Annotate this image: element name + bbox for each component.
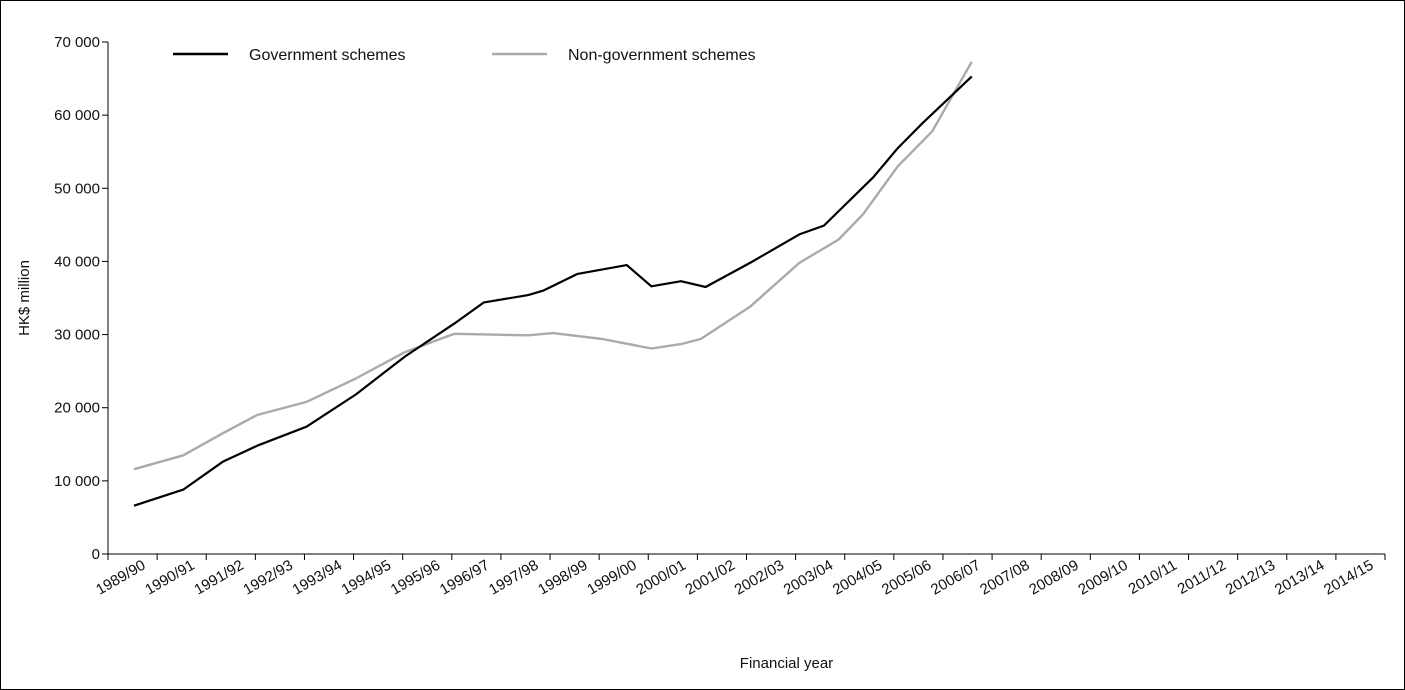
x-tick-label: 2012/13 xyxy=(1223,557,1278,599)
legend-label: Non-government schemes xyxy=(568,47,756,64)
y-axis: 0 10 000 20 000 30 000 40 000 50 000 60 000 70 … xyxy=(54,34,109,563)
y-tick-label: 60 000 xyxy=(54,107,100,124)
x-tick-label: 2003/04 xyxy=(781,557,836,599)
x-axis: 1989/901990/911991/921992/931993/941994/… xyxy=(93,553,1386,599)
y-axis-title: HK$ million xyxy=(16,260,33,336)
y-tick-label: 50 000 xyxy=(54,180,100,197)
series-line xyxy=(133,75,973,507)
y-tick-label: 40 000 xyxy=(54,253,100,270)
legend-label: Government schemes xyxy=(249,47,406,64)
x-tick-label: 2006/07 xyxy=(928,557,983,599)
series-line xyxy=(133,61,973,471)
x-axis-title: Financial year xyxy=(740,655,833,672)
x-tick-label: 2001/02 xyxy=(682,557,737,599)
x-tick-label: 2002/03 xyxy=(732,557,787,599)
x-tick-label: 1989/90 xyxy=(93,557,148,599)
x-tick-label: 1990/91 xyxy=(142,557,197,599)
y-tick-label: 70 000 xyxy=(54,34,100,51)
x-tick-label: 2007/08 xyxy=(977,557,1032,599)
x-tick-label: 1999/00 xyxy=(584,557,639,599)
x-tick-label: 1995/96 xyxy=(388,557,443,599)
x-tick-label: 2010/11 xyxy=(1125,557,1179,598)
x-tick-label: 2008/09 xyxy=(1026,557,1081,599)
x-tick-label: 1997/98 xyxy=(486,557,541,599)
x-tick-label: 1996/97 xyxy=(437,557,492,599)
y-tick-label: 20 000 xyxy=(54,400,100,417)
x-tick-label: 1992/93 xyxy=(240,557,295,599)
x-tick-label: 1991/92 xyxy=(191,557,246,599)
legend: Government schemes Non-government schemes xyxy=(173,47,756,64)
y-tick-label: 30 000 xyxy=(54,327,100,344)
x-tick-label: 1993/94 xyxy=(290,557,345,599)
x-tick-label: 1994/95 xyxy=(339,557,394,599)
x-tick-label: 1998/99 xyxy=(535,557,590,599)
series-layer xyxy=(133,61,973,507)
x-tick-label: 2011/12 xyxy=(1175,557,1229,598)
x-tick-label: 2014/15 xyxy=(1321,557,1376,599)
y-tick-label: 10 000 xyxy=(54,473,100,490)
x-tick-label: 2005/06 xyxy=(879,557,934,599)
x-tick-label: 2004/05 xyxy=(830,557,885,599)
x-tick-label: 2000/01 xyxy=(633,557,688,599)
x-tick-label: 2009/10 xyxy=(1075,557,1130,599)
y-tick-label: 0 xyxy=(92,546,100,563)
x-tick-label: 2013/14 xyxy=(1272,557,1327,599)
